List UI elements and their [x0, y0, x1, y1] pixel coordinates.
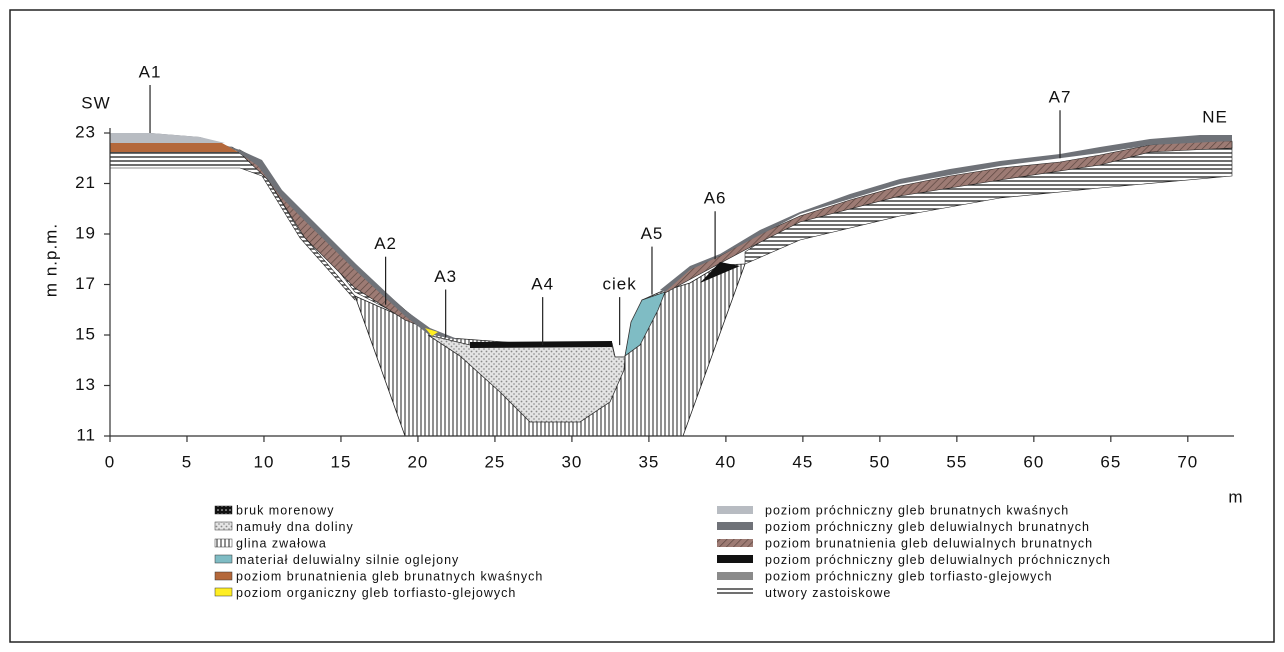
legend-label: poziom próchniczny gleb deluwialnych pró… [765, 553, 1111, 567]
x-tick-label: 60 [1023, 452, 1044, 471]
x-axis-label: m [1228, 487, 1243, 506]
x-tick-label: 30 [561, 452, 582, 471]
annotation-label: A5 [641, 224, 664, 243]
side-label: SW [81, 93, 110, 112]
y-tick-label: 11 [76, 425, 96, 444]
legend-label: poziom organiczny gleb torfiasto-glejowy… [236, 586, 516, 600]
x-tick-label: 35 [638, 452, 659, 471]
legend-label: poziom brunatnienia gleb brunatnych kwaś… [236, 569, 543, 583]
x-tick-label: 40 [715, 452, 736, 471]
annotation-label: A4 [531, 275, 554, 294]
legend-label: glina zwałowa [236, 536, 327, 550]
annotation-label: A3 [434, 267, 457, 286]
annotation-label: A1 [139, 62, 162, 81]
side-label: NE [1202, 107, 1228, 126]
legend-label: materiał deluwialny silnie oglejony [236, 553, 459, 567]
profile-layers [110, 133, 1232, 436]
annotation-label: A6 [704, 189, 727, 208]
y-tick-label: 23 [75, 122, 96, 141]
x-tick-label: 70 [1177, 452, 1198, 471]
x-tick-label: 45 [792, 452, 813, 471]
y-tick-label: 19 [75, 223, 96, 242]
x-tick-label: 55 [946, 452, 967, 471]
legend-label: namuły dna doliny [236, 520, 354, 534]
x-tick-label: 0 [105, 452, 115, 471]
y-tick-label: 13 [75, 375, 96, 394]
legend-label: utwory zastoiskowe [765, 586, 891, 600]
x-tick-label: 65 [1100, 452, 1121, 471]
legend-label: poziom brunatnienia gleb deluwialnych br… [765, 536, 1093, 550]
y-tick-label: 17 [75, 274, 96, 293]
legend-label: poziom próchniczny gleb brunatnych kwaśn… [765, 503, 1069, 517]
legend-label: poziom próchniczny gleb deluwialnych bru… [765, 520, 1090, 534]
x-tick-label: 25 [484, 452, 505, 471]
chart: m n.p.m. m SW NE (() => { const data = J… [0, 0, 1284, 652]
x-tick-label: 5 [182, 452, 192, 471]
x-tick-label: 50 [869, 452, 890, 471]
x-tick-label: 20 [407, 452, 428, 471]
legend-label: poziom próchniczny gleb torfiasto-glejow… [765, 569, 1053, 583]
y-axis-label: m n.p.m. [41, 223, 60, 297]
y-tick-label: 15 [75, 324, 96, 343]
y-tick-label: 21 [75, 173, 96, 192]
annotation-label: A7 [1049, 88, 1072, 107]
x-tick-label: 10 [254, 452, 275, 471]
legend-label: bruk morenowy [236, 503, 334, 517]
x-tick-label: 15 [330, 452, 351, 471]
annotation-label: ciek [603, 275, 637, 294]
annotation-label: A2 [374, 234, 397, 253]
